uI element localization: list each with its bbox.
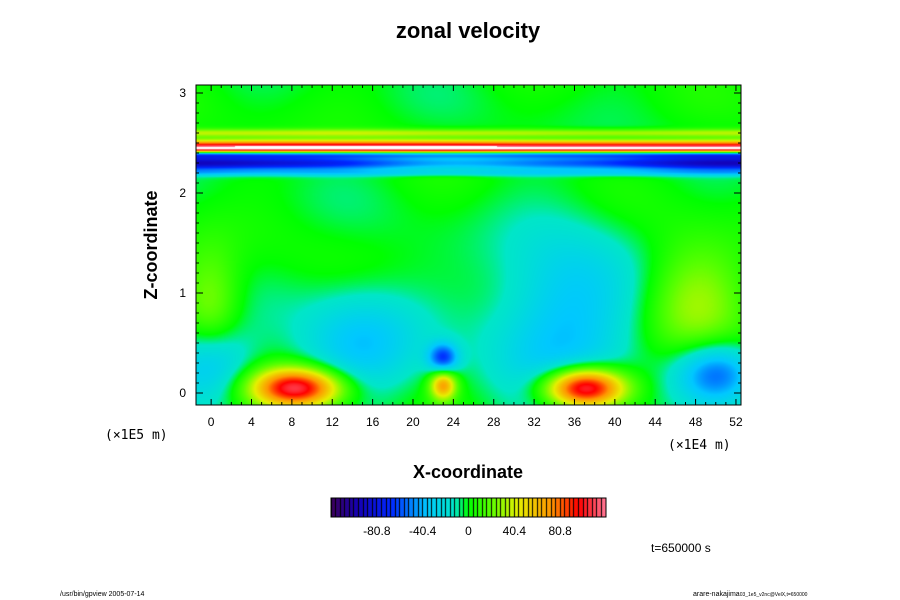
y-tick-label: 0 xyxy=(179,386,186,400)
plot-frame xyxy=(195,84,742,406)
time-label: t=650000 s xyxy=(651,541,711,555)
x-tick-label: 8 xyxy=(289,415,296,429)
footer-right-small: 03_1e5_v2nc@VelX,t=650000 xyxy=(740,592,808,598)
y-tick-label: 1 xyxy=(179,286,186,300)
x-tick-label: 36 xyxy=(568,415,582,429)
x-axis-label: X-coordinate xyxy=(413,462,523,482)
x-axis-ticks: 0 4 8 12 16 20 24 28 32 36 40 44 48 52 xyxy=(208,85,743,429)
y-axis-label: Z-coordinate xyxy=(141,190,161,299)
colorbar xyxy=(331,498,606,517)
colorbar-tick-label: -80.8 xyxy=(363,524,391,538)
y-tick-label: 3 xyxy=(179,86,186,100)
colorbar-frame xyxy=(330,497,607,518)
colorbar-ticks: -80.8 -40.4 0 40.4 80.8 xyxy=(363,524,572,538)
footer-right-main: arare-nakajima xyxy=(693,591,740,598)
footer-left: /usr/bin/gpview 2005-07-14 xyxy=(60,591,145,598)
footer-right: arare-nakajima03_1e5_v2nc@VelX,t=650000 xyxy=(693,591,808,598)
heatmap-field xyxy=(196,85,741,405)
x-tick-label: 52 xyxy=(729,415,743,429)
x-tick-label: 48 xyxy=(689,415,703,429)
x-tick-label: 24 xyxy=(447,415,461,429)
colorbar-tick-label: 80.8 xyxy=(548,524,572,538)
chart-title: zonal velocity xyxy=(396,18,541,43)
x-tick-label: 44 xyxy=(649,415,663,429)
x-tick-label: 0 xyxy=(208,415,215,429)
x-tick-label: 28 xyxy=(487,415,501,429)
colorbar-tick-label: 0 xyxy=(465,524,472,538)
y-tick-label: 2 xyxy=(179,186,186,200)
x-tick-label: 40 xyxy=(608,415,622,429)
colorbar-tick-label: -40.4 xyxy=(409,524,437,538)
x-tick-label: 32 xyxy=(527,415,541,429)
x-tick-label: 16 xyxy=(366,415,380,429)
colorbar-tick-label: 40.4 xyxy=(503,524,527,538)
x-tick-label: 12 xyxy=(326,415,340,429)
x-tick-label: 4 xyxy=(248,415,255,429)
x-scale-note: (×1E4 m) xyxy=(668,438,731,453)
x-tick-label: 20 xyxy=(406,415,420,429)
y-scale-note: (×1E5 m) xyxy=(105,428,168,443)
y-axis-ticks: 0 1 2 3 xyxy=(179,86,741,400)
